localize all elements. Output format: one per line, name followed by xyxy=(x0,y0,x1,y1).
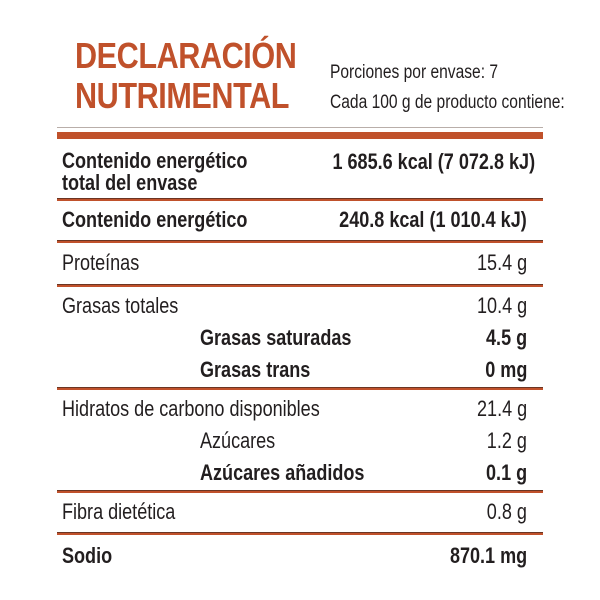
nutrient-name: Hidratos de carbono disponibles xyxy=(62,396,320,421)
row-separator xyxy=(57,490,543,493)
nutrient-value: 10.4 g xyxy=(476,293,527,318)
nutrient-value: 4.5 g xyxy=(485,325,527,350)
nutrient-name: Grasas saturadas xyxy=(200,325,352,350)
row-added-sugars: Azúcares añadidos 0.1 g xyxy=(57,461,543,485)
nutrient-name: Contenido energético xyxy=(62,207,248,232)
serving-info: Porciones por envase: 7 Cada 100 g de pr… xyxy=(330,58,600,118)
nutrient-value: 21.4 g xyxy=(476,396,527,421)
servings-per-package: Porciones por envase: 7 xyxy=(330,62,499,83)
fat-group: Grasas totales 10.4 g Grasas saturadas 4… xyxy=(57,287,543,387)
per-amount-statement: Cada 100 g de producto contiene: xyxy=(330,92,565,113)
nutrient-name: Proteínas xyxy=(62,250,140,275)
nutrient-name: Sodio xyxy=(62,543,113,568)
row-protein: Proteínas 15.4 g xyxy=(57,243,543,284)
nutrient-name: Azúcares xyxy=(200,428,276,453)
row-separator xyxy=(57,387,543,390)
row-separator xyxy=(57,198,543,201)
nutrient-value: 0.1 g xyxy=(485,460,527,485)
carbohydrate-group: Hidratos de carbono disponibles 21.4 g A… xyxy=(57,390,543,490)
label-title: DECLARACIÓN NUTRIMENTAL xyxy=(75,36,336,116)
header-ghost-line xyxy=(57,127,543,128)
nutrient-value: 1 685.6 kcal (7 072.8 kJ) xyxy=(332,149,536,174)
nutrient-value: 15.4 g xyxy=(476,250,527,275)
nutrient-name: Grasas trans xyxy=(200,357,311,382)
nutrient-value: 1.2 g xyxy=(486,428,527,453)
nutrient-value: 870.1 mg xyxy=(449,543,527,568)
row-fat-saturated: Grasas saturadas 4.5 g xyxy=(57,326,543,350)
nutrient-name: Contenido energético total del envase xyxy=(62,148,248,195)
title-line-2: NUTRIMENTAL xyxy=(75,75,290,116)
nutrient-value: 240.8 kcal (1 010.4 kJ) xyxy=(339,207,527,232)
row-carbohydrates: Hidratos de carbono disponibles 21.4 g xyxy=(57,397,543,421)
row-separator xyxy=(57,240,543,243)
nutrient-name: Grasas totales xyxy=(62,293,179,318)
row-energy-total: Contenido energético total del envase 1 … xyxy=(57,139,543,198)
row-separator xyxy=(57,284,543,287)
row-fat-trans: Grasas trans 0 mg xyxy=(57,358,543,382)
row-sugars: Azúcares 1.2 g xyxy=(57,429,543,453)
header-thick-rule xyxy=(57,132,543,139)
label-header: DECLARACIÓN NUTRIMENTAL Porciones por en… xyxy=(57,0,565,121)
row-fat-total: Grasas totales 10.4 g xyxy=(57,294,543,318)
row-sodium: Sodio 870.1 mg xyxy=(57,535,543,568)
row-fiber: Fibra dietética 0.8 g xyxy=(57,493,543,532)
row-separator xyxy=(57,532,543,535)
row-energy-per-100g: Contenido energético 240.8 kcal (1 010.4… xyxy=(57,201,543,240)
nutrient-name: Azúcares añadidos xyxy=(200,460,365,485)
title-line-1: DECLARACIÓN xyxy=(75,35,297,76)
nutrient-value: 0 mg xyxy=(484,357,527,382)
nutrient-value: 0.8 g xyxy=(486,499,527,524)
nutrient-name: Fibra dietética xyxy=(62,499,176,524)
